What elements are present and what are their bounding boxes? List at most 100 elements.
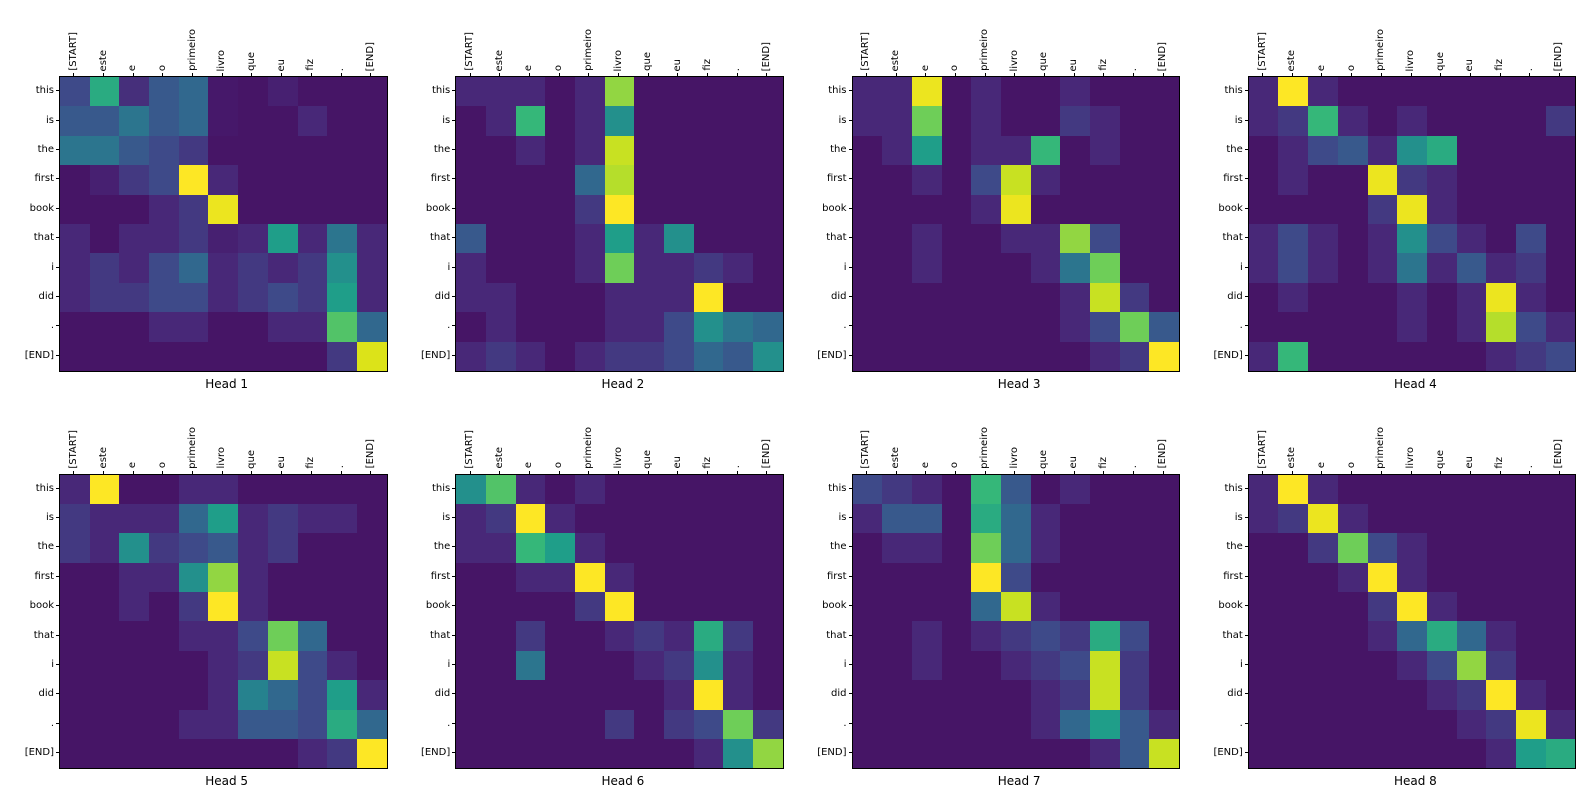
heatmap-cell xyxy=(515,106,546,136)
heatmap-cell xyxy=(89,77,120,107)
heatmap-cell xyxy=(178,253,209,283)
heatmap-cell xyxy=(1030,533,1061,563)
x-tick-mark-icon xyxy=(925,73,927,76)
heatmap-cell xyxy=(971,474,1001,504)
y-tick-label: the xyxy=(37,541,54,553)
y-label-cell: book xyxy=(1195,194,1248,223)
heatmap-cell xyxy=(575,533,605,563)
y-tick-mark-icon xyxy=(452,546,456,548)
heatmap-cell xyxy=(238,739,268,769)
heatmap-cell xyxy=(1308,165,1338,195)
heatmap-cell xyxy=(356,621,387,651)
y-label-cell: [END] xyxy=(402,341,456,370)
x-tick-label: . xyxy=(1127,67,1139,71)
heatmap-cell xyxy=(1090,592,1120,622)
heatmap-cell xyxy=(267,739,298,769)
x-tick-label: e xyxy=(127,462,139,469)
heatmap-cell xyxy=(297,562,328,593)
heatmap-cell xyxy=(1248,709,1279,740)
heatmap-cell xyxy=(119,474,150,504)
heatmap-cell xyxy=(456,474,486,504)
y-label-cell: i xyxy=(799,650,852,679)
x-tick-mark-icon xyxy=(1291,470,1293,474)
subplot-head-8: [START] este e o primeiro livro que eu fiz. [END]… xyxy=(1195,406,1583,798)
heatmap-cell xyxy=(545,474,575,504)
heatmap-cell xyxy=(545,341,575,371)
heatmap-cell xyxy=(485,77,516,107)
x-label-cell: e xyxy=(515,8,545,76)
heatmap-cell xyxy=(693,77,724,107)
x-tick-label: [END] xyxy=(1157,41,1169,71)
heatmap-cell xyxy=(971,592,1001,622)
heatmap-cell xyxy=(941,680,972,710)
heatmap-cell xyxy=(60,282,90,313)
heatmap-cell xyxy=(882,341,912,371)
x-tick-label: . xyxy=(731,67,743,71)
y-tick-label: [END] xyxy=(420,747,451,759)
y-tick-label: i xyxy=(843,659,847,671)
heatmap-cell xyxy=(882,650,912,681)
y-tick-mark-icon xyxy=(1244,752,1248,754)
heatmap-cell xyxy=(356,709,387,740)
heatmap-cell xyxy=(1149,106,1180,136)
heatmap-cell xyxy=(208,194,239,224)
heatmap-cell xyxy=(267,282,298,313)
heatmap-cell xyxy=(664,253,694,283)
heatmap-cell xyxy=(1060,474,1090,504)
heatmap-cell xyxy=(1397,77,1427,107)
heatmap-cell xyxy=(297,533,328,563)
x-tick-mark-icon xyxy=(221,73,223,76)
heatmap-cell xyxy=(356,503,387,534)
heatmap-cell xyxy=(911,194,942,224)
y-tick-mark-icon xyxy=(452,178,456,180)
heatmap-cell xyxy=(178,533,209,563)
y-tick-mark-icon xyxy=(452,148,456,150)
heatmap-cell xyxy=(119,709,150,740)
heatmap-cell xyxy=(356,650,387,681)
y-label-cell: i xyxy=(6,650,59,679)
y-label-cell: this xyxy=(6,474,59,503)
heatmap-cell xyxy=(149,223,179,254)
heatmap-cell xyxy=(545,165,575,195)
heatmap-cell xyxy=(604,341,635,371)
heatmap-cell xyxy=(604,503,635,534)
heatmap-cell xyxy=(327,621,357,651)
heatmap-cell xyxy=(456,223,486,254)
heatmap-cell xyxy=(911,106,942,136)
heatmap-cell xyxy=(356,135,387,166)
heatmap-cell xyxy=(89,562,120,593)
heatmap-cell xyxy=(238,503,268,534)
heatmap-cell xyxy=(1515,194,1546,224)
x-tick-mark-icon xyxy=(340,73,342,76)
y-label-cell: [END] xyxy=(1195,738,1248,767)
heatmap-cell xyxy=(1060,223,1090,254)
heatmap-cell xyxy=(1456,621,1487,651)
y-axis-labels: this is the first book that i did. [END] xyxy=(1195,76,1248,370)
y-label-cell: is xyxy=(1195,105,1248,134)
x-tick-mark-icon xyxy=(73,73,75,76)
y-tick-label: first xyxy=(34,570,54,582)
x-tick-label: o xyxy=(949,64,961,71)
heatmap-cell xyxy=(149,474,179,504)
heatmap-cell xyxy=(1090,621,1120,651)
heatmap-cell xyxy=(1119,650,1150,681)
heatmap-cell xyxy=(208,474,239,504)
heatmap-cell xyxy=(1426,503,1457,534)
heatmap-cell xyxy=(693,562,724,593)
heatmap-cell xyxy=(1278,135,1309,166)
heatmap-cell xyxy=(693,223,724,254)
heatmap-cell xyxy=(1426,650,1457,681)
x-tick-mark-icon xyxy=(1351,73,1353,76)
heatmap-cell xyxy=(1308,739,1338,769)
heatmap-cell xyxy=(852,503,883,534)
heatmap-cell xyxy=(456,680,486,710)
y-tick-label: is xyxy=(838,512,847,524)
x-label-cell: e xyxy=(515,406,545,474)
heatmap-cell xyxy=(1337,194,1368,224)
y-tick-label: . xyxy=(843,320,847,332)
x-label-cell: que xyxy=(237,8,267,76)
heatmap-cell xyxy=(1030,341,1061,371)
heatmap-cell xyxy=(753,650,783,681)
y-axis-labels: this is the first book that i did. [END] xyxy=(402,76,456,370)
x-label-cell: primeiro xyxy=(1367,406,1397,474)
